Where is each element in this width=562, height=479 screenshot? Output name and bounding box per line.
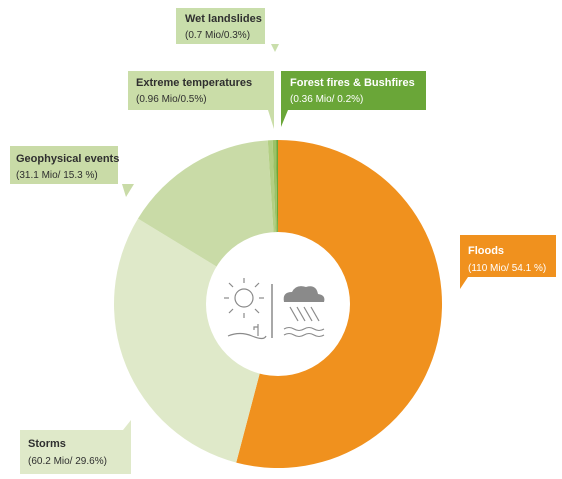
wet-landslides-label: Wet landslides bbox=[185, 13, 262, 25]
callout-forest-fires: Forest fires & Bushfires (0.36 Mio/ 0.2%… bbox=[281, 71, 426, 127]
floods-label: Floods bbox=[468, 245, 504, 257]
forest-fires-value: (0.36 Mio/ 0.2%) bbox=[290, 94, 363, 105]
forest-fires-label: Forest fires & Bushfires bbox=[290, 77, 415, 89]
callout-storms: Storms (60.2 Mio/ 29.6%) bbox=[20, 420, 131, 474]
callout-wet-landslides: Wet landslides (0.7 Mio/0.3%) bbox=[176, 8, 279, 52]
extreme-temperatures-value: (0.96 Mio/0.5%) bbox=[136, 94, 207, 105]
callout-extreme-temperatures: Extreme temperatures (0.96 Mio/0.5%) bbox=[128, 71, 274, 129]
extreme-temperatures-label: Extreme temperatures bbox=[136, 77, 252, 89]
floods-value: (110 Mio/ 54.1 %) bbox=[468, 263, 546, 274]
callout-floods: Floods (110 Mio/ 54.1 %) bbox=[460, 235, 556, 289]
donut-hole bbox=[206, 232, 350, 376]
storms-value: (60.2 Mio/ 29.6%) bbox=[28, 456, 107, 467]
wet-landslides-value: (0.7 Mio/0.3%) bbox=[185, 30, 250, 41]
geophysical-events-label: Geophysical events bbox=[16, 153, 119, 165]
storms-label: Storms bbox=[28, 438, 66, 450]
geophysical-events-value: (31.1 Mio/ 15.3 %) bbox=[16, 170, 98, 181]
callout-geophysical-events: Geophysical events (31.1 Mio/ 15.3 %) bbox=[10, 146, 134, 197]
